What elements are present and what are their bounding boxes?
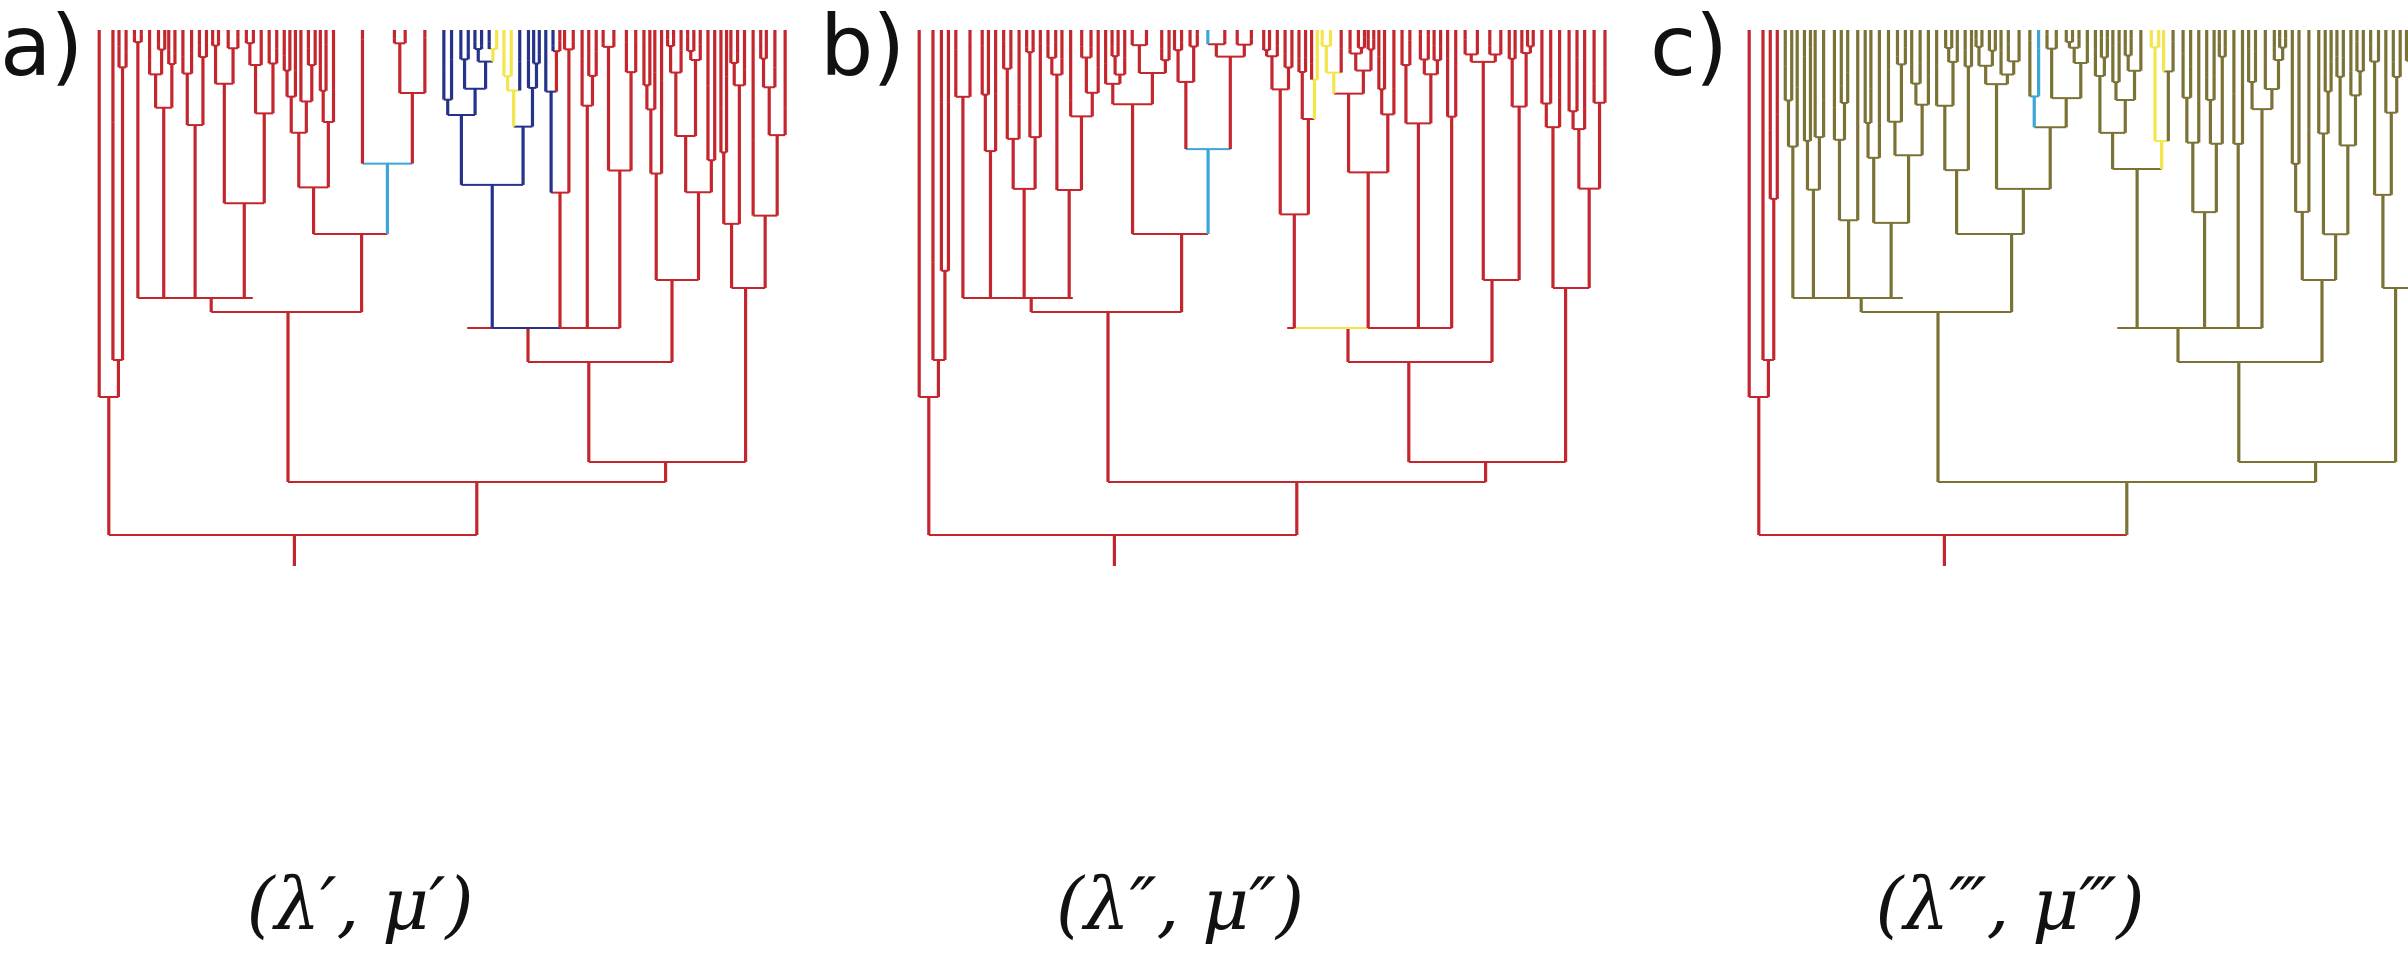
tree-group bbox=[917, 30, 1607, 566]
phylogenetic-tree bbox=[1747, 30, 2408, 566]
phylogenetic-tree bbox=[97, 30, 787, 566]
panel-c: c) (λ‴, μ‴) bbox=[1650, 0, 2408, 958]
panel-letter: b) bbox=[820, 0, 905, 95]
tree-group bbox=[97, 30, 787, 566]
rate-parameters-label: (λ‴, μ‴) bbox=[1875, 862, 2145, 946]
rate-parameters-label: (λ″, μ″) bbox=[1055, 862, 1305, 946]
panel-a: a) (λ′, μ′) bbox=[0, 0, 820, 958]
panel-letter: c) bbox=[1650, 0, 1728, 95]
rate-parameters-label: (λ′, μ′) bbox=[246, 862, 474, 946]
phylogenetic-tree bbox=[917, 30, 1607, 566]
panel-b: b) (λ″, μ″) bbox=[820, 0, 1640, 958]
tree-group bbox=[1747, 30, 2408, 566]
panel-letter: a) bbox=[0, 0, 83, 95]
